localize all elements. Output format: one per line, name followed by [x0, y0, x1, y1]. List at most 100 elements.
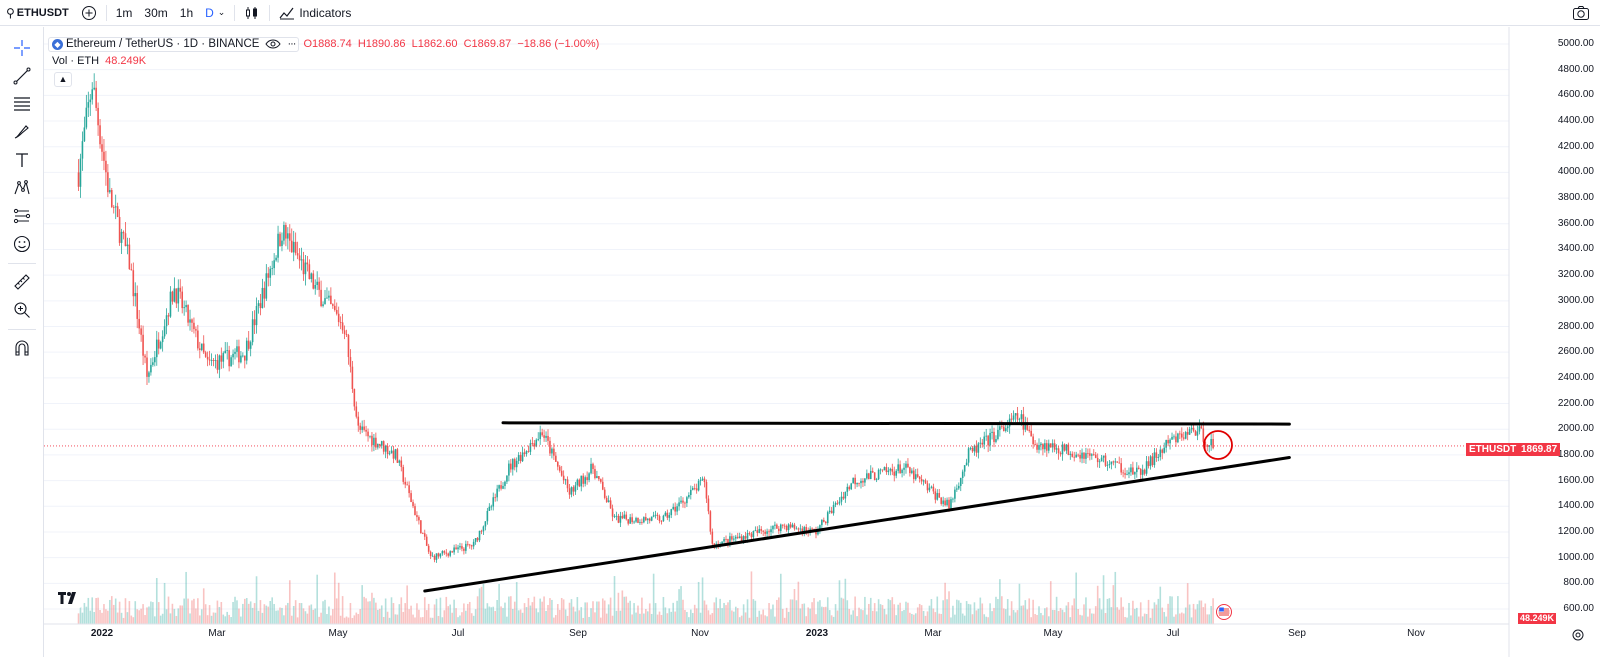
candle-body: [441, 551, 444, 554]
trendlines[interactable]: [423, 421, 1291, 593]
volume-bar: [754, 600, 757, 624]
volume-bar: [320, 612, 322, 624]
volume-bar: [574, 611, 577, 624]
volume-bar: [693, 604, 696, 624]
volume-bar: [823, 607, 825, 624]
interval-d[interactable]: D: [205, 5, 214, 20]
candle-body: [897, 464, 899, 471]
volume-bar: [337, 582, 340, 624]
volume-bar: [326, 614, 328, 624]
candle-body: [965, 462, 968, 466]
candle-body: [961, 471, 964, 478]
volume-bar: [306, 613, 309, 624]
volume-bar: [414, 617, 416, 624]
candle-body: [637, 517, 639, 523]
eye-icon[interactable]: [265, 39, 282, 49]
event-flag[interactable]: [1216, 604, 1232, 620]
volume-bar: [490, 607, 493, 624]
interval-dropdown[interactable]: ⌄: [216, 0, 232, 26]
measure-tool[interactable]: [11, 205, 33, 227]
candle-body: [650, 516, 653, 521]
text-tool[interactable]: [11, 149, 33, 171]
camera-icon[interactable]: [1572, 4, 1590, 22]
candle-body: [748, 533, 751, 534]
symbol-legend-pill[interactable]: ◆ Ethereum / TetherUS · 1D · BINANCE ···: [48, 36, 300, 52]
candle-body: [916, 474, 919, 477]
symbol-search[interactable]: ⚲ ETHUSDT: [0, 0, 75, 26]
candle-body: [1116, 461, 1119, 463]
volume-bar: [553, 617, 555, 624]
candle-body: [210, 360, 213, 361]
volume-bar: [461, 612, 463, 624]
pattern-tool[interactable]: [11, 177, 33, 199]
brush-tool[interactable]: [11, 121, 33, 143]
volume-bar: [1046, 607, 1048, 624]
candle-body: [457, 547, 459, 550]
candle-body: [459, 546, 461, 548]
volume-bar: [697, 581, 700, 624]
icon-tool[interactable]: [11, 233, 33, 255]
volume-bar: [670, 611, 673, 624]
volume-bar: [1114, 571, 1117, 624]
volume-bar: [465, 610, 467, 624]
volume-bar: [283, 615, 285, 624]
volume-bar: [1010, 601, 1013, 624]
chevron-down-icon: ⌄: [217, 7, 226, 17]
chart-type-button[interactable]: [238, 0, 266, 26]
crosshair-tool[interactable]: [11, 37, 33, 59]
trendline-tool[interactable]: [11, 65, 33, 87]
volume-bar: [1024, 600, 1027, 624]
candle-body: [564, 479, 567, 481]
volume-bar: [361, 585, 363, 624]
volume-bar: [506, 616, 508, 624]
compare-button[interactable]: [75, 0, 103, 26]
volume-bar: [101, 612, 103, 624]
candle-body: [351, 366, 354, 389]
candle-body: [1063, 444, 1066, 451]
more-icon[interactable]: ···: [287, 37, 296, 50]
volume-bar: [1184, 607, 1187, 624]
candle-body: [901, 469, 903, 474]
interval-30m[interactable]: 30m: [144, 5, 168, 20]
volume-bar: [621, 590, 624, 624]
volume-bar: [169, 613, 172, 624]
candle-body: [396, 449, 399, 463]
volume-bar: [279, 607, 281, 624]
candle-body: [271, 268, 273, 269]
candle-body: [195, 329, 197, 331]
volume-bar: [179, 605, 182, 624]
interval-1m[interactable]: 1m: [115, 5, 133, 20]
chart-pane[interactable]: [44, 27, 1600, 657]
collapse-legend-button[interactable]: ▲: [54, 72, 72, 87]
fib-tool[interactable]: [11, 93, 33, 115]
zoom-tool[interactable]: [11, 299, 33, 321]
candle-body: [543, 435, 545, 438]
candle-body: [666, 512, 669, 518]
volume-bar: [510, 596, 512, 624]
indicators-button[interactable]: Indicators: [273, 0, 357, 26]
candle-body: [394, 449, 397, 459]
candle-body: [586, 477, 588, 481]
interval-1h[interactable]: 1h: [179, 5, 194, 20]
candle-body: [1188, 429, 1191, 435]
volume-bar: [130, 615, 133, 624]
volume-bar: [740, 615, 743, 624]
volume-bar: [142, 604, 144, 624]
chart-settings-button[interactable]: [1571, 628, 1585, 642]
magnet-tool[interactable]: [11, 337, 33, 359]
volume-badge: 48.249K: [1518, 613, 1557, 624]
volume-bar: [341, 596, 344, 624]
volume-bar: [635, 612, 637, 624]
candle-body: [99, 125, 101, 145]
volume-bar: [787, 611, 790, 624]
candle-body: [1120, 463, 1122, 473]
candle-body: [1182, 437, 1185, 439]
ruler-tool[interactable]: [11, 271, 33, 293]
volume-bar: [586, 602, 588, 624]
volume-bar: [1053, 610, 1056, 624]
price-chart[interactable]: [44, 27, 1600, 657]
candle-body: [257, 303, 260, 307]
volume-bar: [560, 597, 563, 624]
candle-body: [330, 295, 332, 305]
volume-bar: [766, 616, 768, 624]
